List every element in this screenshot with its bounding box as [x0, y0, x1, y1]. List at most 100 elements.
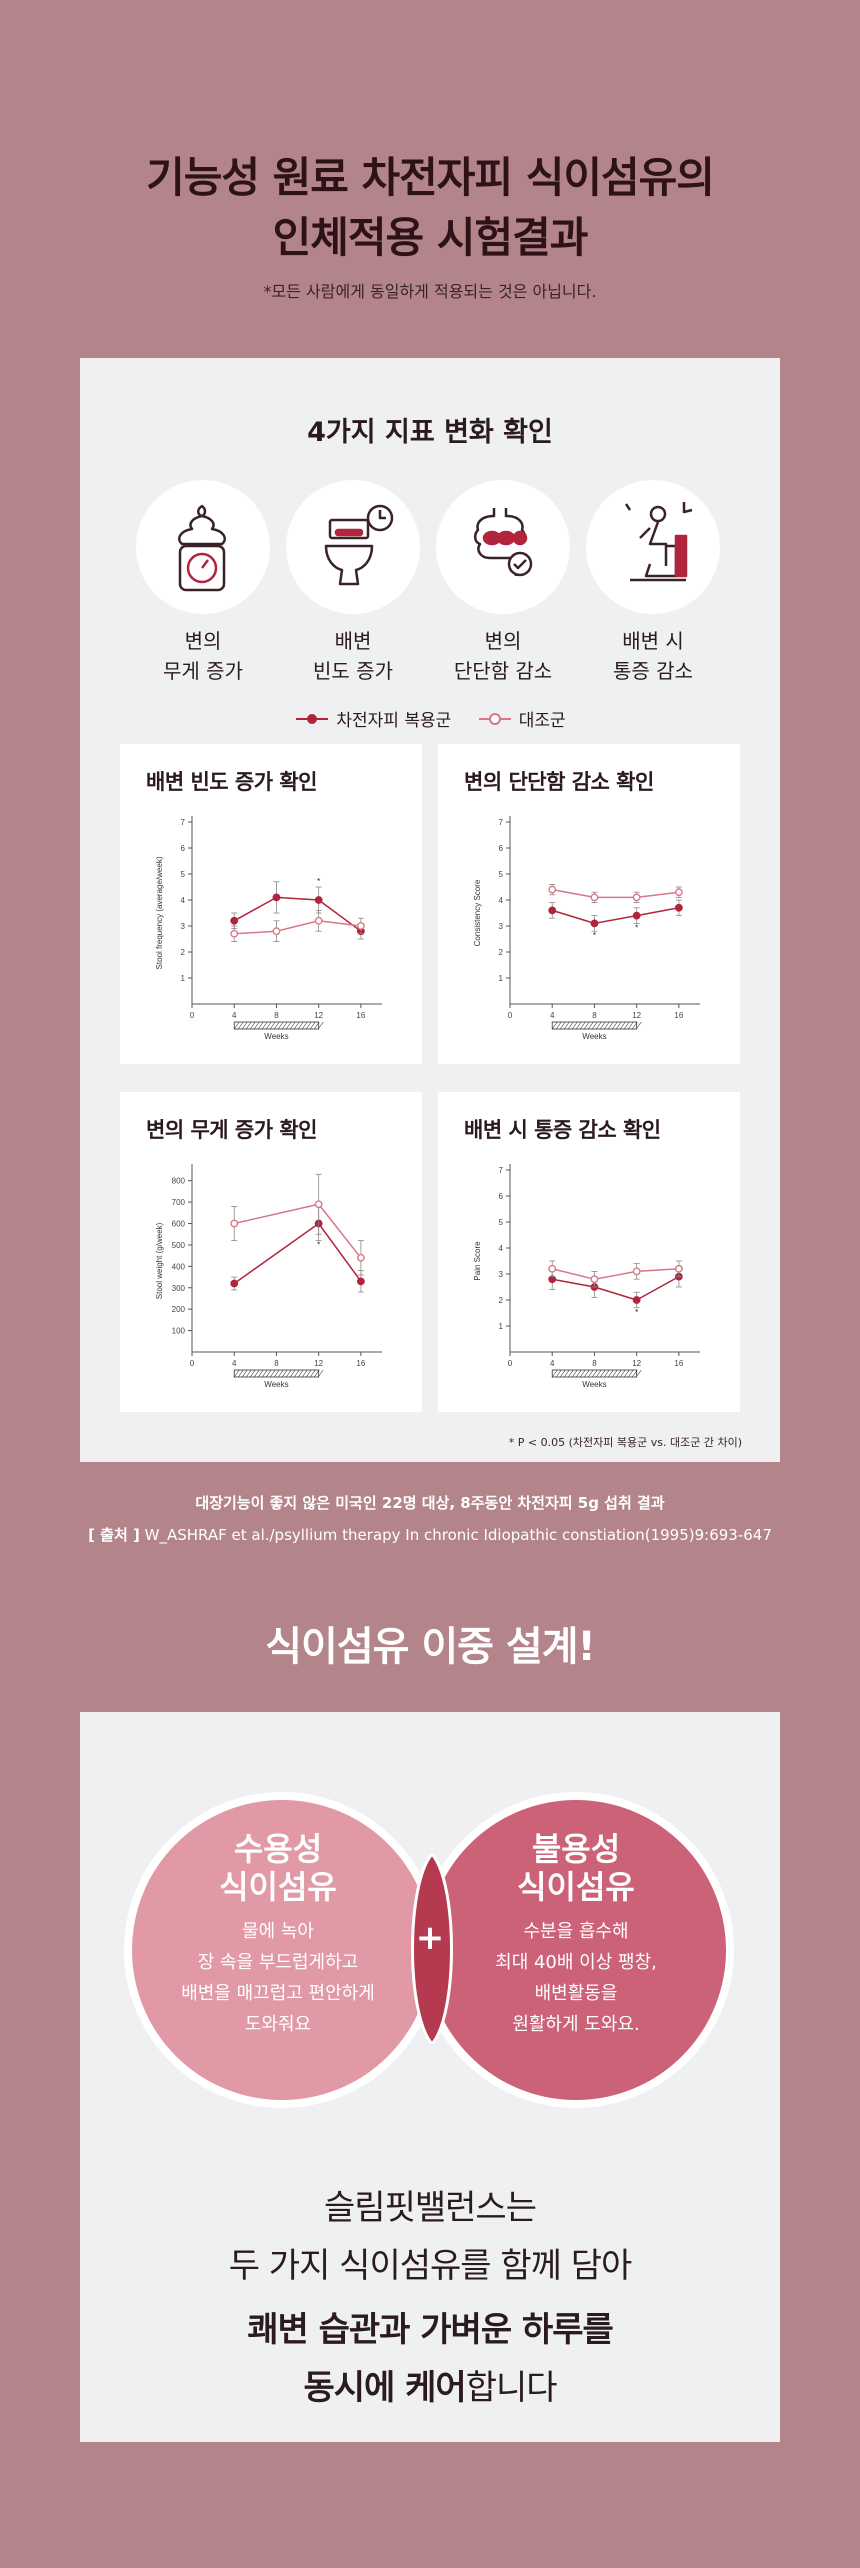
hatch-line [627, 1369, 634, 1378]
hatch-line [563, 1021, 570, 1030]
hatch-line [579, 1021, 586, 1030]
data-point [356, 1277, 365, 1286]
hatch-line [277, 1369, 284, 1378]
closing-line-1: 슬림핏밸런스는 [324, 2188, 537, 2228]
results-panel: 4가지 지표 변화 확인 [80, 358, 780, 1462]
closing-line-3: 쾌변 습관과 가벼운 하루를 [80, 2302, 780, 2351]
x-tick-label: 0 [508, 1359, 513, 1368]
y-tick-label: 400 [172, 1262, 186, 1271]
x-tick-label: 0 [190, 1011, 195, 1020]
x-tick-label: 12 [314, 1359, 323, 1368]
y-axis-label: Stool weight (g/week) [155, 1222, 164, 1299]
hatch-line [587, 1369, 594, 1378]
x-tick-label: 12 [632, 1359, 641, 1368]
hatch-line [551, 1021, 558, 1030]
y-tick-label: 4 [499, 1244, 504, 1253]
hatch-line [305, 1021, 312, 1030]
data-point [272, 927, 281, 936]
y-tick-label: 2 [499, 948, 504, 957]
x-tick-label: 16 [356, 1011, 365, 1020]
x-tick-label: 16 [674, 1011, 683, 1020]
hatch-line [241, 1369, 248, 1378]
legend-control: 대조군 [477, 706, 566, 731]
y-tick-label: 5 [181, 870, 186, 879]
hatch-line [595, 1021, 602, 1030]
hatch-line [301, 1021, 308, 1030]
insoluble-fiber-title: 불용성 식이섬유 [517, 1830, 635, 1906]
hatch-line [317, 1369, 324, 1378]
hatch-line [631, 1021, 638, 1030]
x-tick-label: 4 [232, 1011, 237, 1020]
data-point [356, 922, 365, 930]
hatch-line [591, 1369, 598, 1378]
hatch-line [313, 1369, 320, 1378]
hatch-line [297, 1369, 304, 1378]
x-tick-label: 12 [632, 1011, 641, 1020]
toilet-clock-icon [286, 480, 420, 614]
y-tick-label: 5 [499, 1218, 504, 1227]
y-tick-label: 800 [172, 1177, 186, 1186]
hatch-line [595, 1369, 602, 1378]
y-tick-label: 3 [499, 922, 504, 931]
hatch-line [285, 1369, 292, 1378]
chart-weight: 100 200 300 400 500 600 700 800 0 4 8 12 16 Weeks Stoo… [155, 1164, 382, 1389]
indicator-label-pain: 배변 시 통증 감소 [613, 629, 693, 683]
series-line [552, 1275, 680, 1301]
hatch-line [575, 1369, 582, 1378]
closing-line-4: 동시에 케어합니다 [80, 2360, 780, 2409]
insoluble-fiber-body: 수분을 흡수해 최대 40배 이상 팽창, 배변활동을 원활하게 도와요. [495, 1921, 657, 2035]
x-tick-label: 8 [592, 1011, 597, 1020]
y-tick-label: 6 [499, 1192, 504, 1201]
hatch-line [611, 1369, 618, 1378]
data-point [632, 1296, 641, 1304]
indicator-label-hardness: 변의 단단함 감소 [453, 629, 553, 683]
legend-control-label: 대조군 [518, 711, 566, 731]
series-line [552, 888, 679, 899]
hatch-line [551, 1369, 558, 1378]
hatch-line [237, 1369, 244, 1378]
y-tick-label: 600 [172, 1220, 186, 1229]
data-point [230, 1219, 239, 1228]
x-tick-label: 8 [274, 1011, 279, 1020]
chart-card-weight: 변의 무게 증가 확인 100 200 300 400 500 600 700 800 0 4 8 1… [120, 1092, 422, 1412]
indicator-label-frequency: 배변 빈도 증가 [313, 629, 393, 683]
data-point [632, 911, 641, 920]
chart-card-pain: 배변 시 통증 감소 확인 1 2 3 4 5 6 7 0 4 8 12 16 Weeks Pain Sc… [438, 1092, 740, 1412]
hatch-line [559, 1021, 566, 1030]
soluble-fiber-text: 수용성 식이섬유 물에 녹아 장 속을 부드럽게하고 배변을 매끄럽고 편안하게… [128, 1830, 428, 2040]
data-point [314, 916, 323, 925]
disclaimer-note: *모든 사람에게 동일하게 적용되는 것은 아닙니다. [263, 282, 597, 301]
hatch-line [253, 1021, 260, 1030]
soluble-fiber-circle [124, 1792, 440, 2108]
hatch-line [261, 1021, 268, 1030]
hatch-line [567, 1021, 574, 1030]
hatch-line [293, 1369, 300, 1378]
x-tick-label: 8 [592, 1359, 597, 1368]
series-line [234, 920, 361, 935]
y-tick-label: 100 [172, 1327, 186, 1336]
data-point [632, 1267, 641, 1276]
source-label: [ 출처 ] [88, 1526, 140, 1544]
main-title-line2: 인체적용 시험결과 [272, 213, 589, 262]
data-point [674, 903, 683, 912]
fiber-panel: 수용성 식이섬유 물에 녹아 장 속을 부드럽게하고 배변을 매끄럽고 편안하게… [80, 1712, 780, 2442]
data-point [674, 1264, 683, 1273]
y-tick-label: 5 [499, 870, 504, 879]
hatch-line [579, 1369, 586, 1378]
hatch-line [619, 1369, 626, 1378]
hatch-line [607, 1021, 614, 1030]
legend-treatment-label: 차전자피 복용군 [336, 711, 452, 731]
data-point [272, 893, 281, 902]
y-tick-label: 1 [499, 974, 504, 983]
study-summary: 대장기능이 좋지 않은 미국인 22명 대상, 8주동안 차전자피 5g 섭취 … [195, 1494, 665, 1512]
closing-line-4-rest: 합니다 [465, 2368, 558, 2408]
hatch-line [635, 1021, 642, 1030]
series-line [233, 896, 362, 932]
data-point [548, 885, 557, 894]
hatch-line [277, 1021, 284, 1030]
hatch-line [309, 1021, 316, 1030]
hatch-line [253, 1369, 260, 1378]
x-tick-label: 4 [550, 1359, 555, 1368]
data-point [548, 1264, 557, 1273]
